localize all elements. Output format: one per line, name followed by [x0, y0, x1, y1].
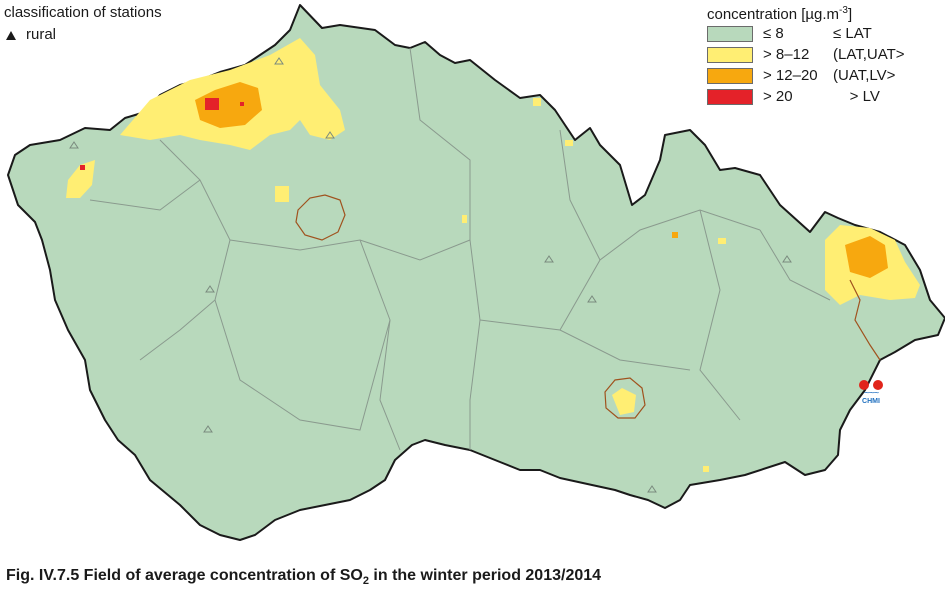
- logo-wave-icon: ~~~: [863, 388, 880, 399]
- legend-swatch: [707, 25, 753, 42]
- legend-limit: (LAT,UAT>: [833, 46, 905, 63]
- ostrava-outline: [849, 279, 881, 361]
- region-boundaries: [89, 47, 831, 451]
- prague-outline: [295, 194, 346, 241]
- chmi-logo: ~~~ CHMI: [852, 380, 890, 416]
- legend-limit: > LV: [833, 88, 880, 105]
- legend-range: > 12–20: [763, 67, 818, 84]
- legend-range: > 8–12: [763, 46, 810, 63]
- czech-republic-map: [7, 4, 945, 541]
- legend-class-1: ≤ 8 ≤ LAT: [707, 24, 905, 43]
- legend-class-3: > 12–20 (UAT,LV>: [707, 66, 905, 85]
- legend-swatch: [707, 46, 753, 63]
- logo-text: CHMI: [862, 398, 880, 405]
- brno-outline: [604, 377, 646, 419]
- logo-dot: [873, 380, 883, 390]
- rural-stations: [69, 57, 792, 493]
- station-legend: classification of stations rural: [4, 2, 162, 46]
- triangle-icon: [6, 30, 16, 40]
- legend-swatch: [707, 67, 753, 84]
- legend-limit: ≤ LAT: [833, 25, 872, 42]
- legend-range: > 20: [763, 88, 793, 105]
- logo-dot: [859, 380, 869, 390]
- station-legend-label: rural: [26, 26, 57, 43]
- station-legend-item-rural: rural: [4, 24, 162, 46]
- legend-class-4: > 20 > LV: [707, 87, 905, 106]
- pollution-field: [66, 38, 920, 472]
- figure-caption: Fig. IV.7.5 Field of average concentrati…: [6, 567, 602, 588]
- legend-class-2: > 8–12 (LAT,UAT>: [707, 45, 905, 64]
- city-outlines: [295, 194, 881, 419]
- station-legend-title: classification of stations: [4, 4, 162, 21]
- legend-range: ≤ 8: [763, 25, 784, 42]
- legend-swatch: [707, 88, 753, 105]
- concentration-legend: concentration [µg.m-3] ≤ 8 ≤ LAT > 8–12 …: [707, 2, 905, 108]
- map-panel: [7, 4, 945, 541]
- concentration-legend-title: concentration [µg.m-3]: [707, 5, 853, 23]
- legend-limit: (UAT,LV>: [833, 67, 896, 84]
